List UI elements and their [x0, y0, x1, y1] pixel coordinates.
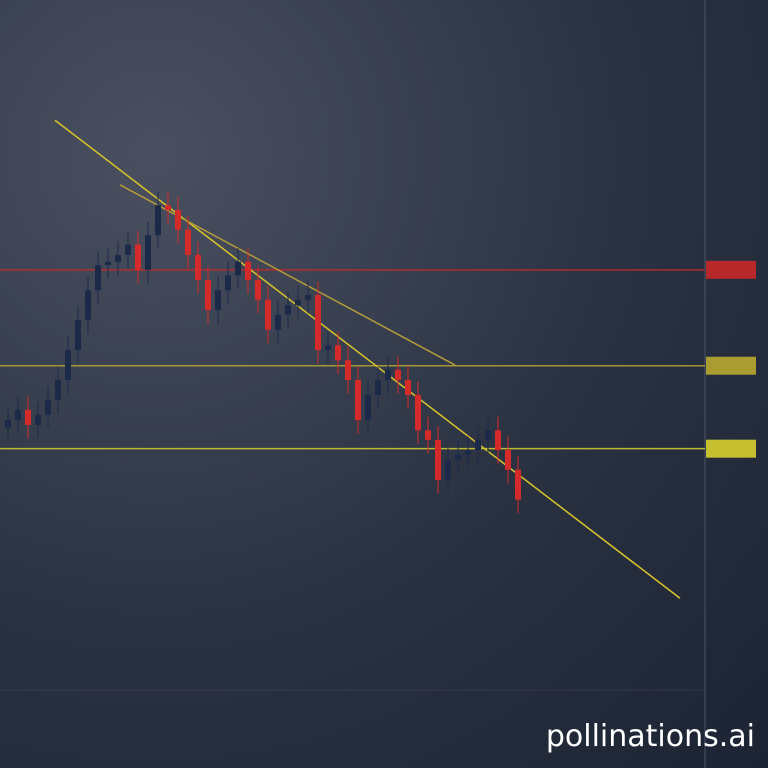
candle-body — [235, 261, 241, 276]
candle-body — [465, 450, 471, 455]
candle-body — [385, 369, 391, 380]
candle-body — [285, 305, 291, 315]
candle-body — [105, 261, 111, 266]
trendline — [119, 184, 456, 366]
candle-body — [225, 275, 231, 291]
candle-body — [25, 409, 31, 425]
candle-body — [75, 320, 81, 351]
candle-body — [135, 244, 141, 270]
candle-body — [145, 235, 151, 270]
candle-body — [445, 460, 451, 480]
candle-body — [255, 280, 261, 300]
candle-body — [345, 360, 351, 380]
candle-body — [5, 420, 11, 428]
candle-body — [325, 345, 331, 351]
candle-body — [115, 254, 121, 262]
watermark: pollinations.ai — [546, 719, 755, 754]
candle-body — [455, 454, 461, 461]
candle-body — [95, 265, 101, 291]
candle-body — [85, 290, 91, 321]
candle-body — [505, 450, 511, 470]
candle-body — [305, 295, 311, 300]
candle-body — [495, 430, 501, 451]
candle-body — [155, 205, 161, 236]
candle-body — [205, 280, 211, 310]
candle-body — [65, 350, 71, 380]
candle-body — [335, 345, 341, 361]
candle-body — [415, 394, 421, 431]
level-tag — [706, 439, 756, 458]
candle-body — [125, 244, 131, 255]
candle-body — [175, 210, 181, 230]
candle-body — [435, 439, 441, 480]
level-tag — [706, 260, 756, 279]
candle-body — [15, 409, 21, 421]
candle-body — [485, 430, 491, 440]
candle-body — [35, 414, 41, 425]
candle-body — [165, 205, 171, 210]
candle-body — [245, 261, 251, 281]
candle-body — [185, 229, 191, 255]
candle-body — [355, 380, 361, 421]
candle-body — [365, 394, 371, 421]
candle-body — [215, 290, 221, 310]
candle-body — [395, 369, 401, 380]
candle-body — [425, 430, 431, 440]
candle-body — [45, 399, 51, 415]
candle-body — [295, 299, 301, 306]
candle-body — [405, 380, 411, 395]
candle-body — [515, 469, 521, 500]
candle-body — [375, 380, 381, 395]
candle-body — [475, 439, 481, 451]
candle-body — [195, 254, 201, 281]
candle-body — [265, 299, 271, 330]
trendline — [54, 119, 681, 599]
candle-body — [275, 314, 281, 330]
level-tag — [706, 356, 756, 375]
candle-body — [315, 295, 321, 351]
candle-body — [55, 380, 61, 400]
